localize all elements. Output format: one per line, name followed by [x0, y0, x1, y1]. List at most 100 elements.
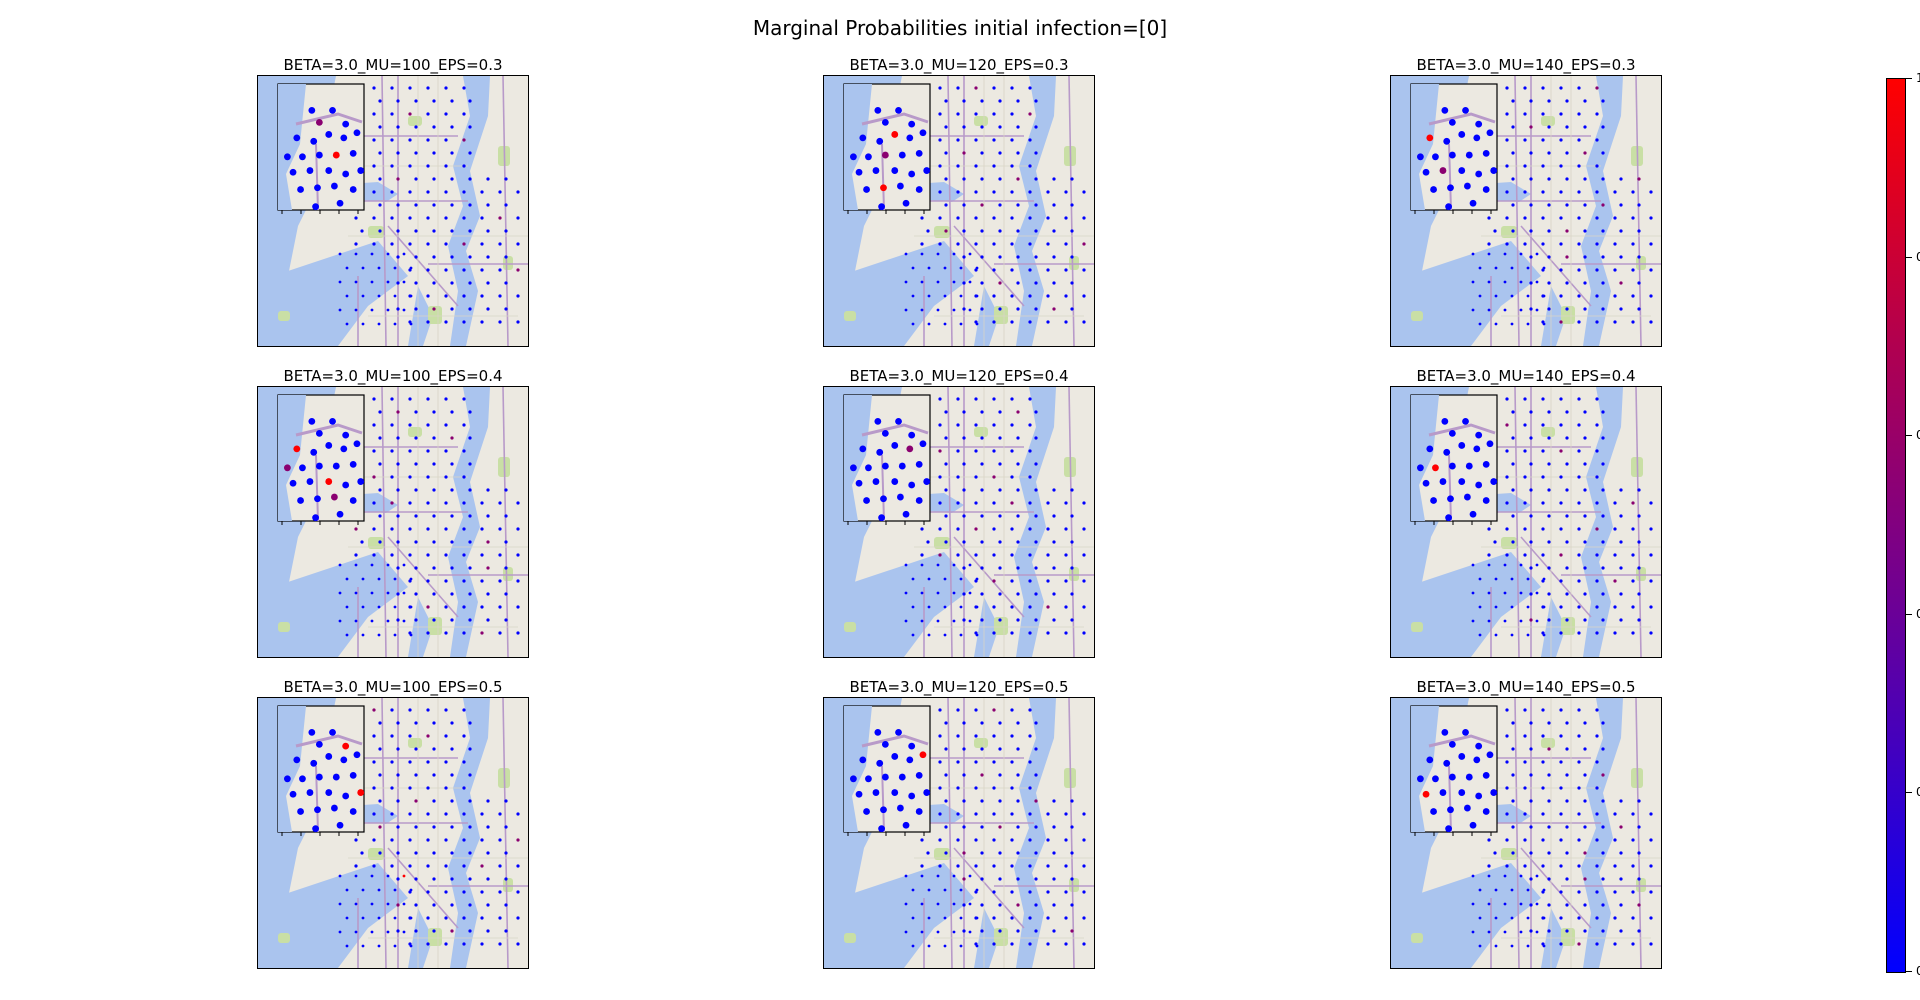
probability-point [1649, 320, 1653, 324]
probability-point [1478, 888, 1482, 892]
inset-probability-point [332, 151, 340, 159]
map-panel: BETA=3.0_MU=120_EPS=0.5 [823, 677, 1095, 969]
probability-point [1541, 112, 1545, 116]
probability-point [1547, 825, 1551, 829]
probability-point [372, 216, 376, 220]
probability-point [338, 308, 342, 312]
probability-point [992, 942, 996, 946]
probability-point [1619, 903, 1623, 907]
probability-point [370, 591, 374, 595]
probability-point [962, 929, 966, 933]
probability-point [432, 566, 436, 570]
probability-point [1016, 540, 1020, 544]
probability-point [1601, 618, 1605, 622]
probability-point [1511, 229, 1515, 233]
probability-point [480, 190, 484, 194]
probability-point [1559, 734, 1563, 738]
probability-point [1565, 203, 1569, 207]
lake [448, 387, 490, 657]
probability-point [1559, 320, 1563, 324]
map-panel: BETA=3.0_MU=100_EPS=0.4 [257, 366, 529, 658]
probability-point [338, 591, 342, 595]
probability-point [414, 436, 418, 440]
probability-point [1070, 203, 1074, 207]
probability-point [390, 216, 394, 220]
probability-point [980, 436, 984, 440]
probability-point [1577, 553, 1581, 557]
probability-point [504, 903, 508, 907]
probability-point [927, 266, 931, 270]
park [1501, 226, 1517, 238]
inset-probability-point [306, 478, 314, 485]
probability-point [1583, 488, 1587, 492]
probability-point [1016, 151, 1020, 155]
probability-point [1529, 307, 1533, 311]
probability-point [468, 203, 472, 207]
probability-point [462, 553, 466, 557]
probability-point [378, 747, 382, 751]
probability-point [1523, 423, 1527, 427]
probability-point [1631, 216, 1635, 220]
probability-point [1070, 255, 1074, 259]
probability-point [1505, 708, 1509, 712]
probability-point [1010, 397, 1014, 401]
probability-point [992, 916, 996, 920]
probability-point [450, 99, 454, 103]
inset-probability-point [1475, 431, 1483, 439]
probability-point [468, 307, 472, 311]
probability-point [962, 177, 966, 181]
probability-point [911, 888, 915, 892]
probability-point [498, 631, 502, 635]
probability-point [1595, 760, 1599, 764]
inset-road [1428, 423, 1496, 437]
inset-road [1428, 112, 1496, 126]
probability-point [1559, 527, 1563, 531]
probability-point [975, 944, 979, 948]
probability-point [974, 760, 978, 764]
probability-point [1064, 864, 1068, 868]
probability-point [386, 563, 390, 567]
inset-probability-point [1441, 417, 1449, 425]
probability-point [1064, 812, 1068, 816]
probability-point [1010, 916, 1014, 920]
probability-point [968, 930, 972, 934]
probability-point [516, 216, 520, 220]
probability-point [938, 786, 942, 790]
inset-probability-point [915, 771, 923, 779]
inset-probability-point [314, 184, 321, 192]
probability-point [1577, 86, 1581, 90]
probability-point [480, 631, 484, 635]
probability-point [974, 164, 978, 168]
probability-point [480, 320, 484, 324]
probability-point [414, 721, 418, 725]
inset-probability-point [342, 170, 350, 178]
probability-point [938, 708, 942, 712]
probability-point [998, 125, 1002, 129]
probability-point [1028, 812, 1032, 816]
probability-point [426, 527, 430, 531]
inset-zoom [843, 705, 931, 836]
probability-point [998, 436, 1002, 440]
inset-water [278, 706, 306, 832]
probability-point [1619, 281, 1623, 285]
probability-point [1028, 138, 1032, 142]
probability-point [974, 734, 978, 738]
probability-point [944, 488, 948, 492]
probability-point [1595, 734, 1599, 738]
inset-probability-point [1441, 106, 1449, 114]
probability-point [1016, 177, 1020, 181]
probability-point [1637, 592, 1641, 596]
probability-point [408, 864, 412, 868]
probability-point [396, 877, 400, 881]
probability-point [904, 591, 908, 595]
probability-point [1523, 812, 1527, 816]
probability-point [444, 942, 448, 946]
inset-probability-point [349, 771, 357, 779]
probability-point [1064, 579, 1068, 583]
inset-zoom [843, 394, 931, 525]
probability-point [962, 825, 966, 829]
probability-point [1487, 252, 1491, 256]
probability-point [1052, 929, 1056, 933]
probability-point [480, 838, 484, 842]
map-plot [823, 697, 1095, 969]
